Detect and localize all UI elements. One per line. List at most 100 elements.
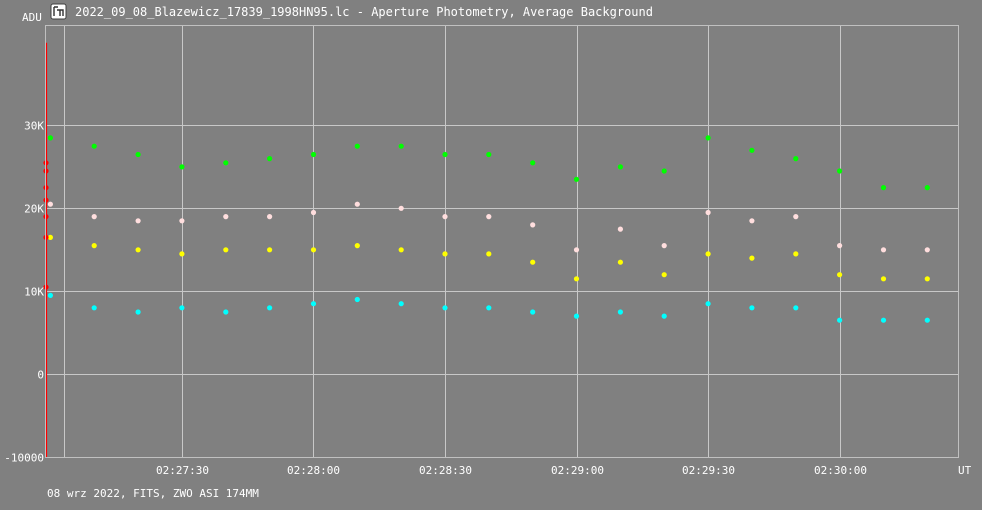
data-point: [837, 243, 843, 249]
data-point: [354, 243, 360, 249]
plot-frame: [45, 25, 959, 458]
chart-grid: [46, 26, 958, 457]
data-point: [880, 247, 887, 253]
data-point: [661, 243, 667, 249]
data-point: [837, 272, 843, 278]
data-point: [793, 305, 799, 311]
data-point: [223, 214, 229, 220]
data-point: [442, 251, 448, 257]
data-point: [135, 218, 141, 224]
y-tick-label: 10K: [24, 286, 44, 299]
data-point: [267, 247, 273, 253]
data-point: [179, 251, 185, 257]
data-point: [486, 151, 492, 158]
data-point: [486, 305, 492, 311]
x-tick-label: 02:27:30: [156, 464, 209, 477]
data-point: [135, 247, 141, 253]
data-point: [91, 214, 97, 220]
data-point: [442, 305, 448, 311]
data-point: [398, 301, 404, 307]
data-point: [267, 156, 273, 162]
data-point: [354, 201, 360, 207]
data-point: [91, 305, 97, 311]
data-point: [880, 317, 887, 323]
y-tick-label: 0: [37, 369, 44, 382]
data-point: [793, 251, 799, 257]
data-point: [749, 305, 755, 311]
data-point: [880, 185, 887, 191]
data-point: [617, 226, 624, 232]
data-point: [47, 292, 54, 298]
data-point: [442, 214, 448, 220]
data-point: [310, 301, 317, 307]
data-point: [179, 305, 185, 311]
data-point: [310, 247, 317, 253]
data-point: [705, 135, 711, 141]
data-point: [398, 143, 404, 149]
series-pink: [47, 201, 930, 253]
y-tick-label: -10000: [4, 452, 44, 465]
data-point: [179, 218, 185, 224]
data-point: [661, 168, 667, 174]
data-point: [530, 259, 536, 265]
data-point: [91, 243, 97, 249]
data-point: [530, 160, 536, 166]
data-point: [47, 234, 54, 240]
data-point: [530, 222, 536, 228]
title-bar: 2022_09_08_Blazewicz_17839_1998HN95.lc -…: [50, 3, 653, 20]
data-point: [398, 247, 404, 253]
data-point: [880, 276, 887, 282]
data-point: [179, 164, 185, 170]
window-title: 2022_09_08_Blazewicz_17839_1998HN95.lc -…: [75, 5, 653, 19]
series-green: [47, 135, 930, 191]
data-point: [661, 272, 667, 278]
data-point: [486, 251, 492, 257]
data-point: [573, 313, 580, 319]
data-point: [310, 151, 317, 158]
series-cyan: [47, 292, 930, 323]
data-point: [310, 209, 317, 216]
data-point: [705, 301, 711, 307]
data-point: [223, 160, 229, 166]
data-point: [267, 305, 273, 311]
data-point: [617, 164, 624, 170]
y-tick-label: 30K: [24, 120, 44, 133]
light-curve-app-icon[interactable]: [50, 3, 67, 20]
data-point: [793, 214, 799, 220]
data-point: [924, 317, 930, 323]
data-point: [354, 143, 360, 149]
data-point: [91, 143, 97, 149]
x-tick-label: 02:29:30: [682, 464, 735, 477]
data-point: [617, 259, 624, 265]
data-point: [705, 209, 711, 216]
data-point: [837, 317, 843, 323]
data-point: [661, 313, 667, 319]
data-point: [749, 147, 755, 153]
data-point: [924, 276, 930, 282]
data-point: [47, 201, 54, 207]
x-tick-label: 02:29:00: [551, 464, 604, 477]
data-point: [793, 156, 799, 162]
data-point: [924, 185, 930, 191]
x-tick-label: 02:30:00: [814, 464, 867, 477]
data-point: [573, 276, 580, 282]
x-tick-label: 02:28:30: [419, 464, 472, 477]
data-point: [924, 247, 930, 253]
data-point: [486, 214, 492, 220]
x-axis-label: UT: [958, 464, 972, 477]
data-point: [530, 309, 536, 315]
data-point: [749, 255, 755, 261]
footer-info: 08 wrz 2022, FITS, ZWO ASI 174MM: [47, 487, 259, 500]
data-point: [354, 296, 360, 303]
axis-tick-labels: 30K 20K 10K 0 -10000 02:27:30 02:28:00 02:28:30…: [4, 120, 867, 478]
data-point: [135, 151, 141, 158]
data-point: [47, 135, 54, 141]
data-point: [705, 251, 711, 257]
data-point: [398, 205, 404, 211]
data-point: [442, 151, 448, 158]
data-point: [135, 309, 141, 315]
data-point: [573, 176, 580, 182]
y-axis-label: ADU: [22, 11, 42, 24]
data-points: [43, 42, 930, 457]
data-point: [617, 309, 624, 315]
